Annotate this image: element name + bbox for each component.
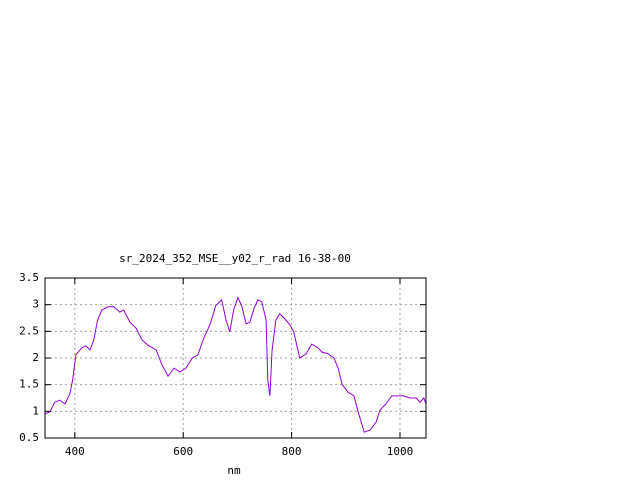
x-tick-label: 400: [65, 445, 85, 458]
y-tick-label: 2: [32, 351, 39, 364]
y-tick-label: 3: [32, 298, 39, 311]
y-tick-label: 1.5: [19, 378, 39, 391]
y-tick-label: 0.5: [19, 431, 39, 444]
y-tick-label: 2.5: [19, 324, 39, 337]
x-tick-label: 1000: [387, 445, 414, 458]
x-tick-label: 600: [173, 445, 193, 458]
chart-title: sr_2024_352_MSE__y02_r_rad 16-38-00: [119, 252, 351, 265]
y-tick-label: 3.5: [19, 271, 39, 284]
plot-border: [44, 277, 427, 439]
x-axis-label: nm: [227, 464, 241, 477]
y-tick-label: 1: [32, 404, 39, 417]
data-line: [44, 296, 427, 433]
x-tick-label: 800: [282, 445, 302, 458]
